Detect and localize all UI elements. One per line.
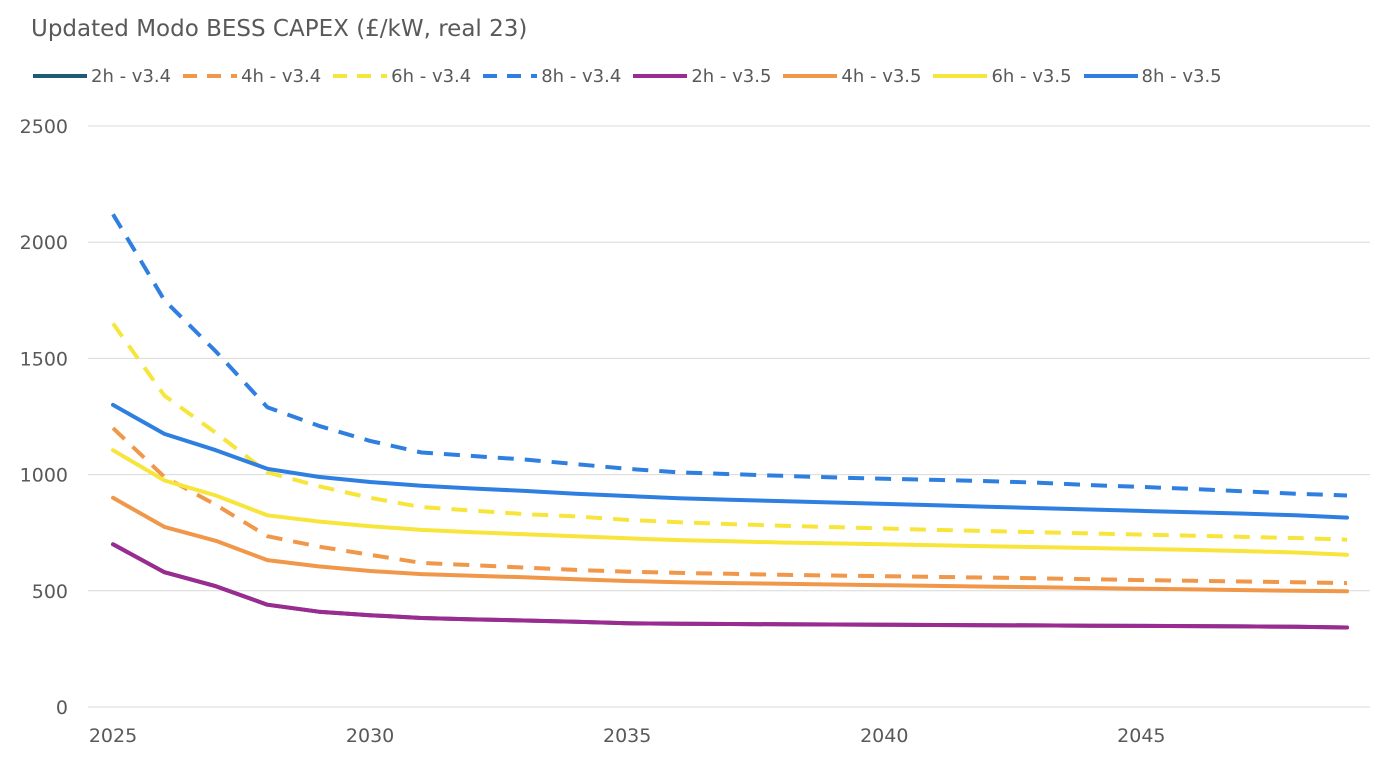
series-line-8h-v3-5: [111, 402, 1349, 520]
series-line-4h-v3-4: [111, 426, 1348, 586]
legend-swatch: [483, 74, 538, 78]
legend-item: 8h - v3.5: [1082, 66, 1222, 87]
chart-title: Updated Modo BESS CAPEX (£/kW, real 23): [31, 16, 528, 42]
legend-item: 4h - v3.4: [181, 66, 321, 87]
series-line-2h-v3-5: [111, 542, 1349, 630]
series-line-8h-v3-4: [111, 213, 1348, 498]
legend: 2h - v3.4 4h - v3.4 6h - v3.4 8h - v3.4 2h -…: [31, 62, 1232, 90]
x-tick-label: 2040: [860, 725, 908, 747]
legend-swatch: [933, 74, 988, 78]
legend-label: 6h - v3.4: [391, 65, 472, 87]
legend-label: 2h - v3.5: [691, 65, 772, 87]
legend-label: 2h - v3.4: [91, 65, 172, 87]
legend-swatch: [333, 74, 388, 78]
legend-label: 8h - v3.4: [541, 65, 622, 87]
y-tick-label: 2500: [20, 116, 68, 138]
x-axis-ticks: 2025 2030 2035 2040 2045: [89, 725, 1166, 747]
legend-label: 4h - v3.4: [241, 65, 322, 87]
legend-item: 6h - v3.5: [931, 65, 1072, 87]
legend-item: 2h - v3.4: [31, 66, 171, 87]
legend-swatch: [783, 74, 838, 78]
y-tick-label: 2000: [20, 232, 68, 254]
legend-label: 6h - v3.5: [991, 65, 1072, 87]
y-tick-label: 1000: [20, 465, 68, 487]
x-tick-label: 2030: [346, 725, 394, 747]
legend-item: 6h - v3.4: [331, 66, 471, 87]
x-tick-label: 2045: [1117, 725, 1165, 747]
y-tick-label: 500: [32, 581, 68, 603]
y-tick-label: 0: [56, 697, 68, 719]
legend-item: 2h - v3.5: [631, 66, 771, 87]
series-lines: [111, 213, 1349, 630]
y-axis-ticks: 0 500 1000 1500 2000 2500: [20, 116, 68, 719]
legend-swatch: [33, 74, 87, 78]
series-line-2h-v3-4: [111, 542, 1349, 630]
series-line-6h-v3-5: [111, 448, 1349, 557]
legend-label: 8h - v3.5: [1141, 65, 1222, 87]
gridlines: [88, 125, 1370, 708]
legend-label: 4h - v3.5: [841, 65, 922, 87]
legend-swatch: [183, 74, 238, 78]
series-line-4h-v3-5: [111, 495, 1349, 594]
legend-swatch: [1083, 74, 1138, 78]
legend-item: 4h - v3.5: [781, 66, 921, 87]
y-tick-label: 1500: [20, 348, 68, 370]
legend-item: 8h - v3.4: [481, 66, 621, 87]
legend-swatch: [633, 74, 688, 78]
series-line-6h-v3-4: [111, 322, 1348, 542]
x-tick-label: 2035: [603, 725, 651, 747]
x-tick-label: 2025: [89, 725, 137, 747]
